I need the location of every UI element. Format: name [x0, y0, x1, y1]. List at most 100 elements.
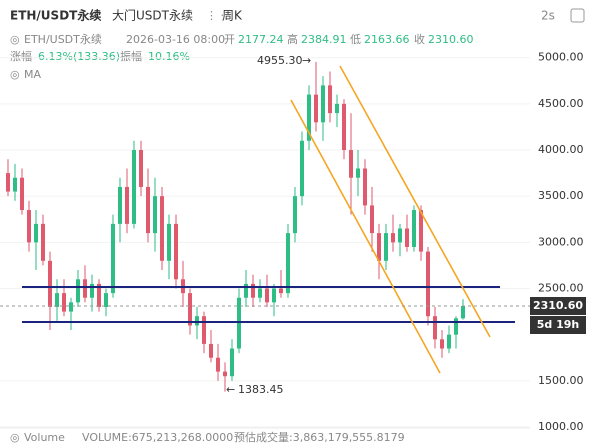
subtitle[interactable]: 大门USDT永续: [112, 8, 193, 23]
candle-body: [111, 223, 115, 294]
candle-body: [335, 103, 339, 114]
candle-body: [461, 305, 465, 319]
candle-body: [237, 297, 241, 349]
candle-body: [13, 177, 17, 192]
candle-body: [90, 283, 94, 298]
candle-body: [202, 316, 206, 344]
eye-icon[interactable]: ◎: [10, 33, 20, 46]
volume-label: Volume: [24, 431, 65, 444]
candle-body: [321, 85, 325, 123]
candle-body: [272, 288, 276, 303]
refresh[interactable]: 2s: [541, 9, 555, 23]
last-price-box: [530, 297, 586, 315]
symbol[interactable]: ETH/USDT永续: [10, 8, 101, 23]
candle-body: [258, 288, 262, 298]
candle-body: [405, 228, 409, 247]
candle-body: [104, 293, 108, 307]
info-symbol: ETH/USDT永续: [24, 32, 102, 46]
amplitude: 10.16%: [148, 50, 190, 63]
candle-body: [153, 196, 157, 234]
candle-body: [363, 168, 367, 206]
eye-icon[interactable]: ◎: [10, 431, 20, 444]
candle-body: [230, 348, 234, 377]
low: 2163.66: [364, 33, 410, 46]
candle-body: [265, 288, 269, 303]
channel-line[interactable]: [339, 65, 491, 338]
candle-body: [412, 210, 416, 247]
candle-body: [167, 223, 171, 261]
candle-body: [20, 177, 24, 211]
candle-body: [146, 186, 150, 234]
ma-icon[interactable]: ◎: [10, 68, 20, 81]
candle-body: [307, 94, 311, 141]
candle-body: [384, 233, 388, 261]
menu-icon[interactable]: ⋮ ·: [206, 9, 224, 22]
candle-body: [328, 85, 332, 114]
candle-body: [447, 334, 451, 349]
last-price: 2310.60: [533, 299, 583, 312]
high-label: 高: [287, 32, 298, 46]
volume-estimate: 预估成交量:3,863,179,555.8179: [234, 430, 405, 444]
candle-body: [118, 186, 122, 224]
candle-body: [370, 205, 374, 234]
candle-body: [300, 140, 304, 197]
y-tick-label: 3500.00: [538, 189, 584, 202]
annotation: 1383.45: [238, 383, 284, 396]
candle-body: [62, 293, 66, 312]
candle-body: [440, 339, 444, 349]
open: 2177.24: [238, 33, 284, 46]
y-tick-label: 1500.00: [538, 374, 584, 387]
y-tick-label: 4000.00: [538, 143, 584, 156]
candle-body: [279, 288, 283, 294]
candle-body: [83, 279, 87, 298]
candle-body: [244, 283, 248, 298]
change: 6.13%(133.36): [38, 50, 120, 63]
open-label: 开: [224, 33, 235, 46]
candle-body: [398, 228, 402, 243]
candle-body: [391, 233, 395, 243]
candle-body: [454, 318, 458, 335]
candle-body: [48, 260, 52, 307]
low-label: 低: [350, 33, 361, 46]
candle-body: [426, 251, 430, 317]
annotation: 4955.30: [257, 54, 303, 67]
candle-body: [160, 196, 164, 261]
fullscreen-icon[interactable]: [570, 8, 585, 23]
y-tick-label: 2500.00: [538, 282, 584, 295]
candle-body: [139, 150, 143, 187]
candle-body: [216, 357, 220, 372]
close-label: 收: [414, 32, 425, 46]
close: 2310.60: [428, 33, 474, 46]
y-tick-label: 4500.00: [538, 97, 584, 110]
indicator[interactable]: MA: [24, 68, 41, 81]
candle-body: [69, 302, 73, 312]
candle-body: [349, 150, 353, 178]
candle-body: [41, 223, 45, 261]
candle-body: [76, 279, 80, 303]
channel-line[interactable]: [290, 99, 441, 374]
candle-body: [286, 233, 290, 294]
candle-body: [314, 94, 318, 123]
candle-body: [6, 173, 10, 192]
candle-body: [132, 150, 136, 224]
candle-body: [27, 210, 31, 243]
plot: 1000.00 1500.00 2500.00 3000.00 3500.00 4000.…: [0, 51, 584, 433]
countdown: 5d 19h: [537, 318, 580, 331]
candle-body: [125, 186, 129, 224]
candle-body: [34, 223, 38, 243]
amplitude-label: 振幅: [120, 49, 142, 63]
candle-body: [293, 196, 297, 234]
annotation-arrow: →: [302, 54, 311, 67]
high: 2384.91: [301, 33, 347, 46]
y-tick-label: 1000.00: [538, 420, 584, 433]
y-tick-label: 3000.00: [538, 235, 584, 248]
candle-body: [209, 343, 213, 358]
candle-body: [174, 223, 178, 280]
candle-body: [342, 103, 346, 151]
annotation-arrow: ←: [226, 383, 235, 396]
candle-body: [419, 210, 423, 252]
y-tick-label: 5000.00: [538, 51, 584, 64]
interval[interactable]: 周K: [222, 9, 243, 23]
change-label: 涨幅: [10, 50, 32, 63]
